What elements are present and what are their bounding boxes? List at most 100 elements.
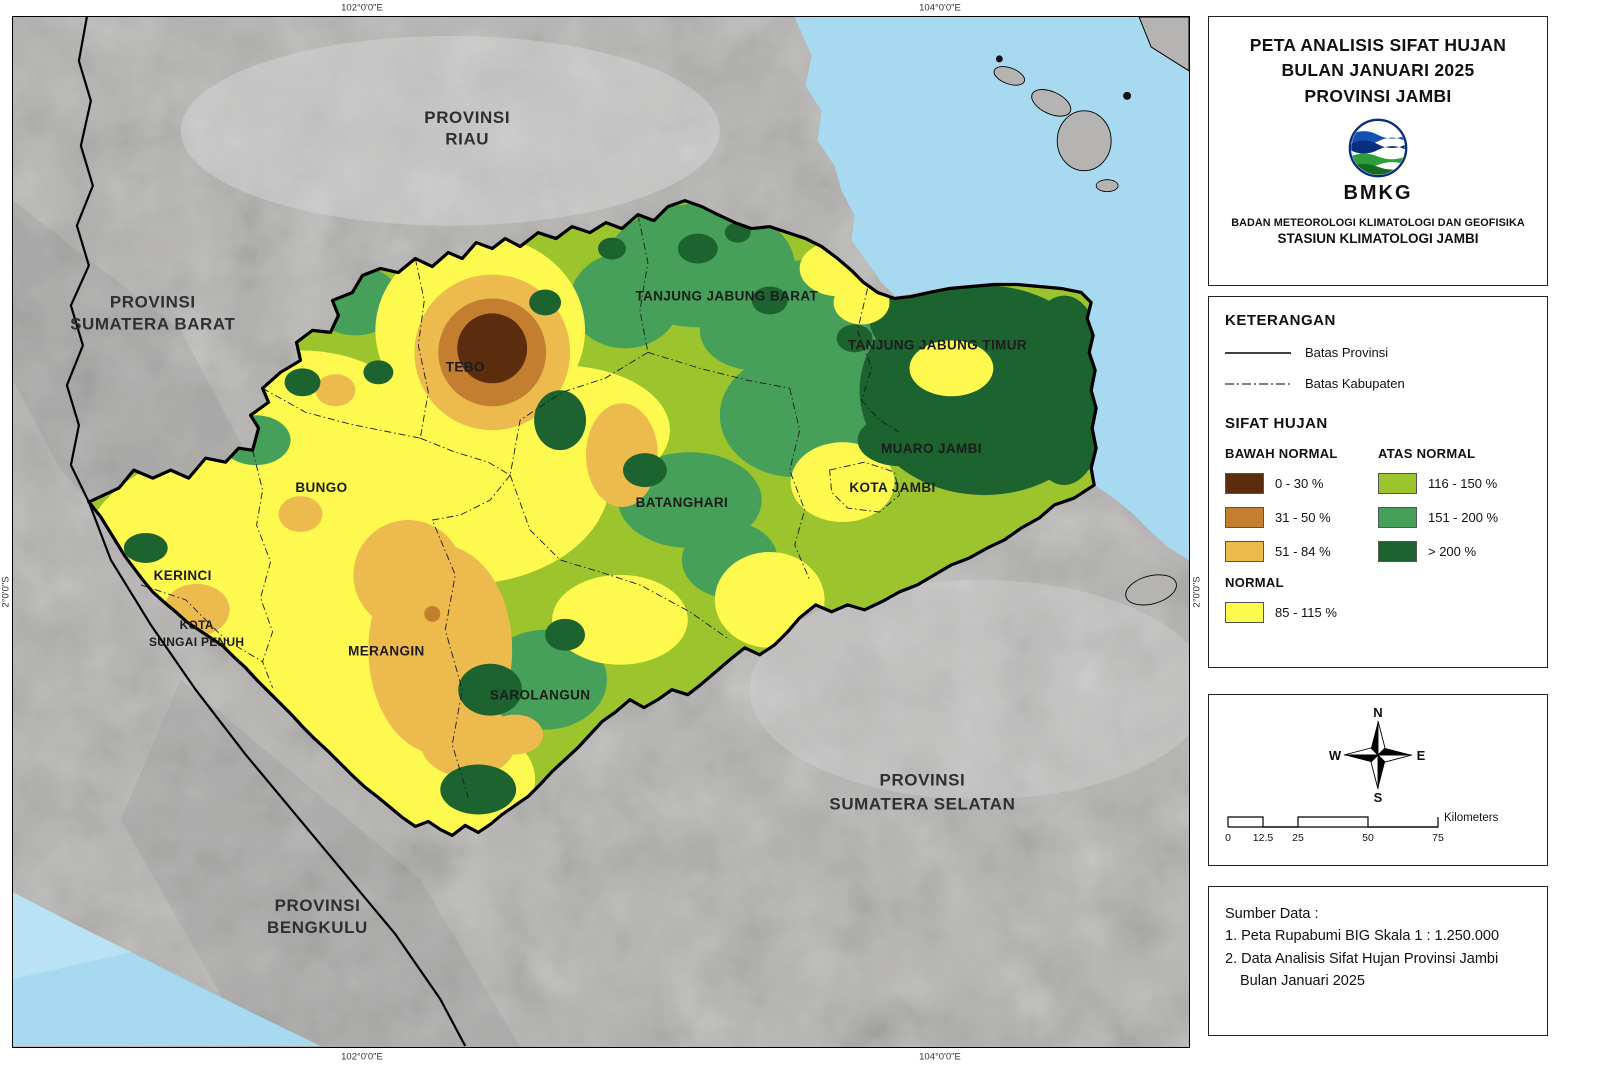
- terrain-mountains-southwest: [120, 679, 521, 1047]
- graticule-bottom-east: 104°0'0"E: [919, 1051, 961, 1063]
- legend-item: 151 - 200 %: [1378, 507, 1531, 528]
- compass-e: E: [1417, 748, 1426, 763]
- island: [1031, 89, 1072, 117]
- graticule-bottom-west: 102°0'0"E: [341, 1051, 383, 1063]
- island-corner: [1138, 17, 1189, 72]
- islet: [1123, 91, 1132, 100]
- map-title-line3: PROVINSI JAMBI: [1304, 85, 1452, 106]
- label-provinsi-bengkulu-2: BENGKULU: [267, 918, 368, 937]
- label-sarolangun: SAROLANGUN: [490, 688, 591, 703]
- agency-name: BADAN METEOROLOGI KLIMATOLOGI DAN GEOFIS…: [1231, 217, 1525, 230]
- boundary-sumbar: [65, 17, 95, 503]
- island: [993, 66, 1026, 86]
- label-merangin: MERANGIN: [348, 644, 425, 659]
- title-panel: PETA ANALISIS SIFAT HUJAN BULAN JANUARI …: [1208, 16, 1548, 286]
- label-muaro-jambi: MUARO JAMBI: [881, 441, 982, 456]
- scale-tick-50: 50: [1362, 832, 1374, 844]
- legend-range: 51 - 84 %: [1275, 544, 1331, 559]
- islet: [995, 55, 1003, 63]
- legend-panel: KETERANGAN Batas Provinsi Batas Kabupate…: [1208, 296, 1548, 668]
- scale-tick-0: 0: [1225, 832, 1231, 844]
- legend-item: 51 - 84 %: [1225, 541, 1378, 562]
- label-kerinci: KERINCI: [154, 568, 212, 583]
- sea-southwest: [13, 892, 321, 1047]
- terrain-plain-north: [180, 35, 720, 226]
- legend-range: 0 - 30 %: [1275, 476, 1324, 491]
- bmkg-logo: BMKG: [1209, 117, 1547, 205]
- legend-range: 151 - 200 %: [1428, 510, 1499, 525]
- source-heading: Sumber Data :: [1225, 906, 1319, 922]
- label-tebo: TEBO: [446, 359, 485, 374]
- map-canvas: PROVINSI RIAU PROVINSI SUMATERA BARAT PR…: [12, 16, 1190, 1048]
- map-title-line1: PETA ANALISIS SIFAT HUJAN: [1249, 35, 1507, 55]
- solid-line-sample: [1225, 351, 1291, 354]
- graticule-top-east: 104°0'0"E: [919, 2, 961, 14]
- label-provinsi-riau: PROVINSI: [424, 108, 510, 127]
- label-provinsi-sumbar-2: SUMATERA BARAT: [70, 314, 235, 333]
- graticule-left: 2°0'0"S: [0, 576, 12, 608]
- bawah-normal-column: BAWAH NORMAL 0 - 30 % 31 - 50 % 51 - 84 …: [1225, 446, 1378, 636]
- label-provinsi-bengkulu: PROVINSI: [275, 896, 361, 915]
- source-line-2: 2. Data Analisis Sifat Hujan Provinsi Ja…: [1225, 950, 1499, 967]
- island: [1056, 110, 1112, 172]
- kabupaten-boundaries: [140, 214, 900, 798]
- island: [1095, 179, 1119, 193]
- atas-normal-heading: ATAS NORMAL: [1378, 446, 1476, 461]
- scale-bar: 0 12.5 25 50 75 Kilometers: [1225, 812, 1498, 844]
- province-outline: [87, 199, 1098, 838]
- boundary-bengkulu: [87, 501, 467, 1047]
- legend-item: 31 - 50 %: [1225, 507, 1378, 528]
- graticule-right: 2°0'0"S: [1191, 576, 1203, 608]
- legend-item: 85 - 115 %: [1225, 602, 1378, 623]
- island: [1125, 574, 1177, 606]
- sea-highlight: [13, 892, 131, 980]
- label-tanjung-jabung-timur: TANJUNG JABUNG TIMUR: [848, 337, 1027, 352]
- legend-swatch: [1225, 507, 1264, 528]
- bmkg-logo-text: BMKG: [1343, 182, 1413, 205]
- map-svg: PROVINSI RIAU PROVINSI SUMATERA BARAT PR…: [13, 17, 1189, 1047]
- map-title-line2: BULAN JANUARI 2025: [1281, 60, 1475, 81]
- label-provinsi-sumbar: PROVINSI: [110, 292, 196, 311]
- label-kota-sungai-penuh: KOTA: [180, 618, 214, 632]
- scale-tick-25: 25: [1292, 832, 1304, 844]
- atas-normal-column: ATAS NORMAL 116 - 150 % 151 - 200 % > 20…: [1378, 446, 1531, 636]
- legend-batas-provinsi: Batas Provinsi: [1225, 345, 1531, 360]
- label-batanghari: BATANGHARI: [636, 495, 729, 510]
- legend-range: 116 - 150 %: [1428, 476, 1498, 491]
- label-tanjung-jabung-barat: TANJUNG JABUNG BARAT: [635, 288, 818, 303]
- label-kota-sungai-penuh-2: SUNGAI PENUH: [149, 635, 244, 649]
- compass-scale-panel: N E S W 0 12.5 25 50 75 Kilometers: [1208, 694, 1548, 866]
- label-kota-jambi: KOTA JAMBI: [849, 480, 935, 495]
- compass-w: W: [1329, 748, 1342, 763]
- legend-heading: KETERANGAN: [1225, 312, 1336, 329]
- legend-batas-kabupaten: Batas Kabupaten: [1225, 376, 1531, 391]
- legend-range: > 200 %: [1428, 544, 1477, 559]
- legend-swatch: [1378, 473, 1417, 494]
- legend-swatch: [1225, 541, 1264, 562]
- source-panel: Sumber Data : 1. Peta Rupabumi BIG Skala…: [1208, 886, 1548, 1036]
- scale-tick-12-5: 12.5: [1253, 832, 1274, 844]
- batas-provinsi-label: Batas Provinsi: [1305, 345, 1389, 360]
- legend-item: 0 - 30 %: [1225, 473, 1378, 494]
- terrain-plain-southeast: [749, 579, 1189, 800]
- legend-range: 31 - 50 %: [1275, 510, 1331, 525]
- label-provinsi-sumsel-2: SUMATERA SELATAN: [829, 794, 1015, 813]
- legend-swatch: [1378, 507, 1417, 528]
- legend-item: > 200 %: [1378, 541, 1531, 562]
- compass-s: S: [1374, 790, 1383, 803]
- scale-tick-75: 75: [1432, 832, 1444, 844]
- compass-n: N: [1373, 705, 1382, 720]
- bawah-normal-heading: BAWAH NORMAL: [1225, 446, 1338, 461]
- legend-range: 85 - 115 %: [1275, 605, 1337, 620]
- normal-heading: NORMAL: [1225, 575, 1284, 590]
- source-line-3: Bulan Januari 2025: [1240, 973, 1365, 990]
- label-provinsi-sumsel: PROVINSI: [880, 771, 966, 790]
- legend-item: 116 - 150 %: [1378, 473, 1531, 494]
- station-name: STASIUN KLIMATOLOGI JAMBI: [1277, 231, 1479, 247]
- graticule-top-west: 102°0'0"E: [341, 2, 383, 14]
- legend-swatch: [1378, 541, 1417, 562]
- label-bungo: BUNGO: [295, 480, 347, 495]
- source-line-1: 1. Peta Rupabumi BIG Skala 1 : 1.250.000: [1225, 928, 1500, 945]
- dashdot-line-sample: [1225, 382, 1291, 385]
